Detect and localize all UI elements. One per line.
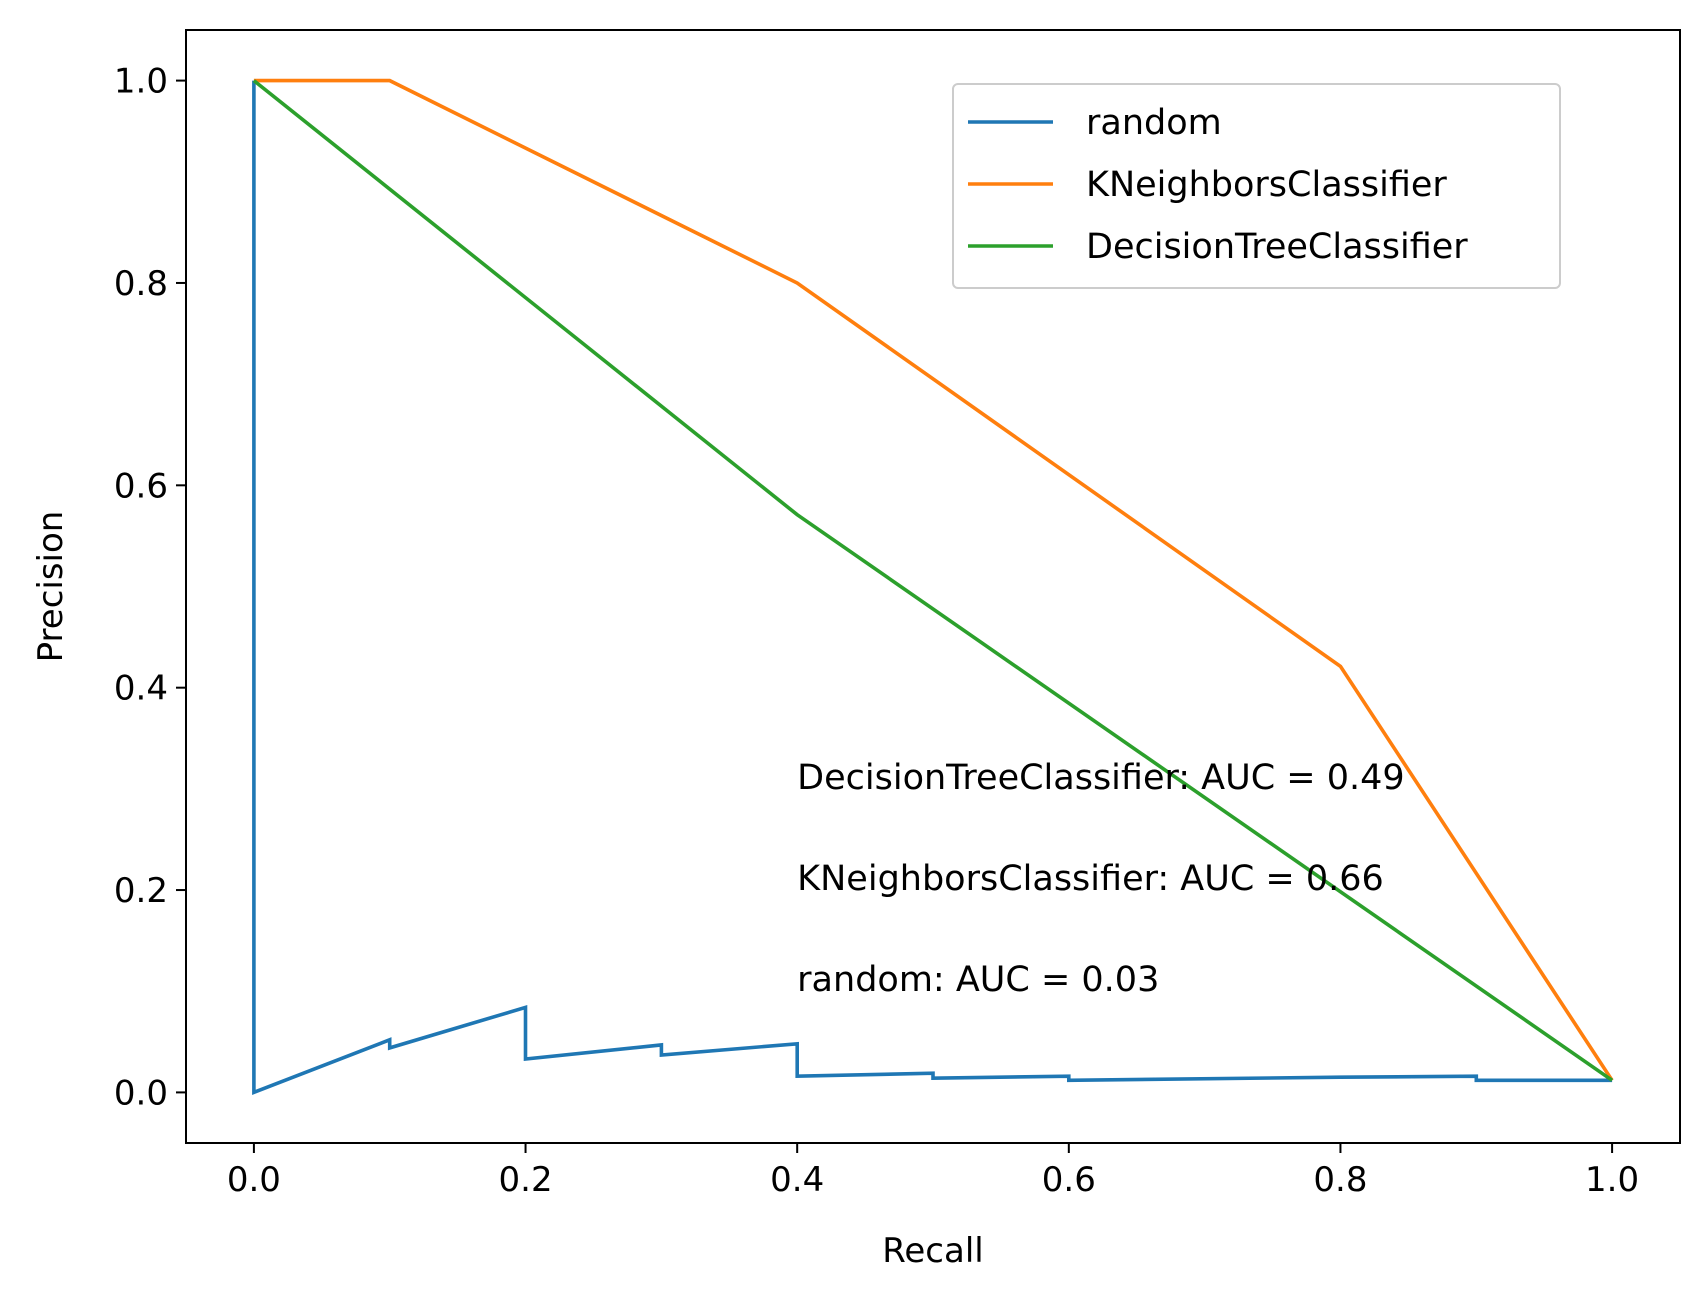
auc-annotation: KNeighborsClassifier: AUC = 0.66 [797, 859, 1384, 899]
y-tick-label: 0.6 [114, 466, 168, 506]
annotation-layer: DecisionTreeClassifier: AUC = 0.49 KNeigh… [797, 758, 1405, 1000]
plot-frame [185, 29, 1681, 1144]
series-layer [252, 78, 1614, 1096]
legend: random KNeighborsClassifier DecisionTreeCl… [952, 83, 1561, 289]
y-tick-label: 0.0 [114, 1073, 168, 1113]
y-tick-label: 0.4 [114, 669, 168, 709]
x-tick-label: 1.0 [1585, 1160, 1639, 1200]
legend-box [952, 83, 1561, 289]
auc-annotation: random: AUC = 0.03 [797, 960, 1159, 1000]
x-tick-label: 0.2 [499, 1160, 553, 1200]
auc-annotation: DecisionTreeClassifier: AUC = 0.49 [797, 758, 1405, 798]
ticks-layer: 0.0 0.2 0.4 0.6 0.8 1.0 0.0 0.2 0.4 0.6 0.8 1.0 [114, 62, 1639, 1200]
y-tick-label: 0.8 [114, 264, 168, 304]
x-tick-label: 0.0 [227, 1160, 281, 1200]
x-tick-label: 0.8 [1313, 1160, 1367, 1200]
series-line-1 [253, 78, 1614, 1082]
series-line-0 [252, 80, 1613, 1096]
x-tick-label: 0.6 [1042, 1160, 1096, 1200]
y-tick-label: 0.2 [114, 871, 168, 911]
y-axis-label: Precision [31, 511, 71, 663]
series-line-2 [252, 79, 1614, 1082]
legend-label: DecisionTreeClassifier [1086, 227, 1468, 267]
x-tick-label: 0.4 [770, 1160, 824, 1200]
y-tick-label: 1.0 [114, 62, 168, 102]
legend-label: KNeighborsClassifier [1086, 165, 1447, 205]
x-axis-label: Recall [882, 1231, 983, 1271]
legend-label: random [1086, 103, 1222, 143]
